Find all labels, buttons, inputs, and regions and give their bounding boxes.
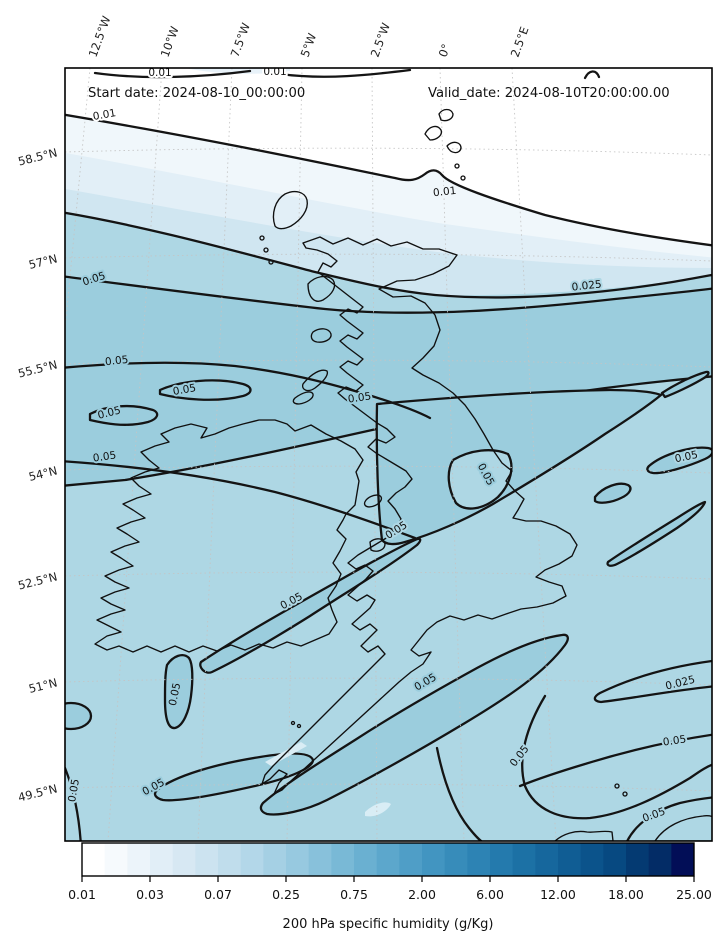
contour-value-label: 0.025 bbox=[571, 278, 602, 293]
colorbar-tick-label: 2.00 bbox=[408, 887, 436, 902]
colorbar-segment bbox=[195, 843, 219, 876]
colorbar-segment bbox=[648, 843, 672, 876]
colorbar-tick-label: 0.25 bbox=[272, 887, 300, 902]
contour-value-label: 0.05 bbox=[92, 449, 117, 464]
colorbar-segment bbox=[263, 843, 287, 876]
y-tick-label: 54°N bbox=[27, 463, 59, 484]
colorbar-segment bbox=[558, 843, 582, 876]
y-tick-label: 57°N bbox=[27, 251, 59, 272]
y-tick-label: 51°N bbox=[27, 675, 59, 696]
contour-value-label: 0.01 bbox=[432, 185, 457, 199]
dark-humidity-regions bbox=[65, 275, 712, 817]
colorbar-tick-label: 0.01 bbox=[68, 887, 96, 902]
contour-value-label: 0.05 bbox=[662, 733, 687, 748]
start-date-text: Start date: 2024-08-10_00:00:00 bbox=[88, 86, 305, 101]
left-axis-latitude-labels: 58.5°N 57°N 55.5°N 54°N 52.5°N 51°N 49.5°N bbox=[17, 145, 59, 804]
contour-value-label: 0.05 bbox=[104, 354, 129, 368]
colorbar-tick-label: 12.00 bbox=[540, 887, 576, 902]
x-tick-label: 12.5°W bbox=[86, 14, 114, 59]
colorbar-segment bbox=[626, 843, 650, 876]
colorbar: 0.01 0.03 0.07 0.25 0.75 2.00 6.00 12.00 18.00 25… bbox=[68, 842, 712, 932]
colorbar-segment bbox=[580, 843, 604, 876]
colorbar-segment bbox=[82, 843, 106, 876]
colorbar-tick-label: 0.07 bbox=[204, 887, 232, 902]
coastlines bbox=[94, 108, 712, 841]
colorbar-segment bbox=[331, 843, 355, 876]
colorbar-tick-label: 6.00 bbox=[476, 887, 504, 902]
colorbar-segment bbox=[535, 843, 559, 876]
x-tick-label: 5°W bbox=[298, 31, 320, 59]
y-tick-label: 58.5°N bbox=[17, 145, 59, 168]
colorbar-segment bbox=[671, 843, 695, 876]
colorbar-tick-label: 18.00 bbox=[608, 887, 644, 902]
colorbar-segment bbox=[512, 843, 536, 876]
colorbar-label: 200 hPa specific humidity (g/Kg) bbox=[283, 917, 494, 932]
x-tick-label: 2.5°W bbox=[368, 21, 393, 59]
colorbar-segment bbox=[150, 843, 174, 876]
colorbar-segment bbox=[399, 843, 423, 876]
colorbar-segment bbox=[490, 843, 514, 876]
top-axis-longitude-labels: 12.5°W 10°W 7.5°W 5°W 2.5°W 0° 2.5°E bbox=[86, 14, 532, 59]
colorbar-frame bbox=[81, 842, 695, 877]
colorbar-segment bbox=[308, 843, 332, 876]
map-frame bbox=[64, 67, 713, 842]
y-tick-label: 49.5°N bbox=[17, 781, 59, 804]
colorbar-segment bbox=[467, 843, 491, 876]
valid-date-text: Valid_date: 2024-08-10T20:00:00.00 bbox=[428, 86, 670, 101]
colorbar-segments bbox=[82, 843, 695, 876]
contour-value-label: 0.01 bbox=[263, 66, 286, 78]
x-tick-label: 7.5°W bbox=[228, 21, 253, 59]
colorbar-segment bbox=[218, 843, 242, 876]
colorbar-tick-label: 0.03 bbox=[136, 887, 164, 902]
colorbar-tick-label: 25.00 bbox=[676, 887, 712, 902]
x-tick-label: 2.5°E bbox=[508, 25, 532, 59]
y-tick-label: 52.5°N bbox=[17, 569, 59, 592]
colorbar-segment bbox=[444, 843, 468, 876]
x-tick-label: 10°W bbox=[158, 24, 182, 59]
colorbar-segment bbox=[172, 843, 196, 876]
colorbar-ticks: 0.01 0.03 0.07 0.25 0.75 2.00 6.00 12.00 18.00 25… bbox=[68, 876, 712, 902]
contour-value-label: 0.05 bbox=[347, 390, 372, 405]
colorbar-segment bbox=[104, 843, 128, 876]
humidity-shading-bands bbox=[65, 68, 712, 296]
colorbar-segment bbox=[422, 843, 446, 876]
colorbar-segment bbox=[127, 843, 151, 876]
x-tick-label: 0° bbox=[436, 42, 454, 59]
y-tick-label: 55.5°N bbox=[17, 357, 59, 380]
colorbar-segment bbox=[603, 843, 627, 876]
map-plot-area: 0.01 0.010.010.010.0250.050.050.050.050.0… bbox=[65, 66, 712, 841]
colorbar-segment bbox=[240, 843, 264, 876]
colorbar-segment bbox=[376, 843, 400, 876]
contour-lines bbox=[65, 68, 712, 841]
contour-value-label: 0.01 bbox=[148, 67, 171, 79]
colorbar-tick-label: 0.75 bbox=[340, 887, 368, 902]
colorbar-segment bbox=[354, 843, 378, 876]
colorbar-segment bbox=[286, 843, 310, 876]
